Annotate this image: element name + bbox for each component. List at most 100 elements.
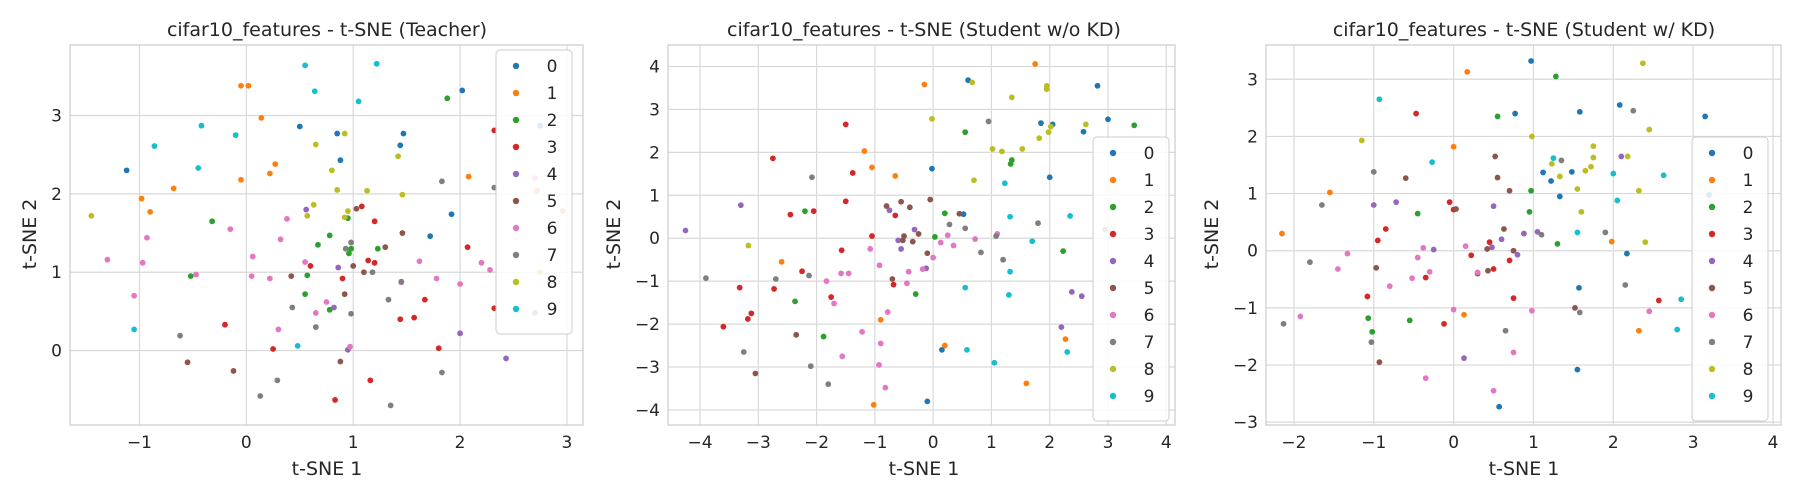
series-6 bbox=[104, 175, 538, 350]
data-point bbox=[778, 258, 785, 265]
legend-label: 9 bbox=[1144, 387, 1155, 407]
legend-marker bbox=[1708, 311, 1716, 319]
data-point bbox=[427, 233, 434, 240]
data-point bbox=[1318, 202, 1325, 208]
data-point bbox=[1496, 403, 1503, 410]
data-point bbox=[889, 276, 896, 282]
data-point bbox=[1590, 143, 1597, 150]
data-point bbox=[503, 355, 509, 362]
legend-label: 5 bbox=[1743, 279, 1754, 299]
data-point bbox=[991, 359, 998, 366]
panel-student-with-kd: cifar10_features - t-SNE (Student w/ KD)… bbox=[1201, 19, 1782, 480]
data-point bbox=[1078, 293, 1085, 300]
data-point bbox=[1548, 160, 1555, 167]
data-point bbox=[1552, 73, 1559, 80]
legend-marker bbox=[1708, 338, 1716, 346]
data-point bbox=[895, 237, 902, 244]
data-point bbox=[901, 233, 907, 239]
data-point bbox=[1576, 284, 1582, 291]
data-point bbox=[258, 114, 265, 121]
data-point bbox=[358, 203, 365, 210]
legend-label: 6 bbox=[1144, 306, 1155, 326]
legend: 0 1 2 3 4 5 6 7 8 9 bbox=[1691, 136, 1769, 422]
legend-marker bbox=[1708, 392, 1716, 400]
series-4 bbox=[682, 202, 1085, 331]
legend-label: 6 bbox=[1743, 306, 1754, 326]
data-point bbox=[890, 281, 897, 288]
series-5 bbox=[1373, 153, 1578, 366]
y-tick-label: 3 bbox=[51, 107, 62, 127]
y-tick-label: 0 bbox=[649, 229, 660, 249]
data-point bbox=[310, 201, 317, 208]
data-point bbox=[397, 316, 404, 323]
data-point bbox=[904, 280, 910, 287]
data-point bbox=[311, 88, 318, 95]
data-point bbox=[248, 273, 255, 280]
data-point bbox=[1279, 230, 1285, 237]
data-point bbox=[371, 218, 378, 225]
series-8 bbox=[1358, 60, 1653, 246]
data-point bbox=[1702, 113, 1709, 120]
legend-marker bbox=[512, 89, 520, 97]
data-point bbox=[927, 196, 934, 203]
legend-marker bbox=[1708, 230, 1716, 238]
y-axis-label: t-SNE 2 bbox=[603, 199, 625, 270]
legend-label: 8 bbox=[547, 273, 558, 293]
data-point bbox=[274, 377, 281, 384]
data-point bbox=[353, 205, 360, 212]
legend-label: 4 bbox=[1743, 252, 1754, 272]
data-point bbox=[1374, 237, 1381, 244]
data-point bbox=[842, 198, 849, 205]
data-point bbox=[1029, 238, 1036, 245]
legend: 0 1 2 3 4 5 6 7 8 9 bbox=[495, 49, 573, 335]
data-point bbox=[1007, 161, 1014, 167]
data-point bbox=[387, 402, 394, 409]
data-point bbox=[1490, 266, 1497, 272]
legend-label: 5 bbox=[1144, 279, 1155, 299]
data-point bbox=[838, 247, 845, 254]
data-point bbox=[849, 170, 856, 176]
data-point bbox=[1450, 306, 1457, 313]
data-point bbox=[139, 259, 146, 266]
data-point bbox=[772, 276, 779, 282]
panel-teacher: cifar10_features - t-SNE (Teacher) t-SNE… bbox=[19, 19, 584, 480]
series-9 bbox=[962, 180, 1074, 366]
data-point bbox=[682, 227, 689, 234]
data-point bbox=[302, 259, 309, 265]
x-tick-label: −1 bbox=[862, 433, 887, 453]
data-point bbox=[1060, 248, 1067, 255]
legend-label: 8 bbox=[1144, 360, 1155, 380]
data-point bbox=[941, 210, 948, 217]
data-point bbox=[1364, 293, 1371, 300]
series-3 bbox=[1364, 110, 1662, 327]
data-point bbox=[1624, 153, 1631, 160]
data-point bbox=[810, 208, 817, 215]
data-point bbox=[227, 226, 234, 233]
data-point bbox=[999, 148, 1005, 155]
legend-label: 9 bbox=[1743, 387, 1754, 407]
data-point bbox=[304, 212, 311, 219]
data-point bbox=[1490, 387, 1497, 394]
y-tick-label: 2 bbox=[51, 185, 62, 205]
data-point bbox=[892, 173, 899, 179]
data-point bbox=[222, 321, 228, 328]
legend-marker bbox=[512, 251, 520, 259]
data-point bbox=[828, 294, 835, 300]
data-point bbox=[1610, 170, 1617, 177]
data-point bbox=[838, 270, 844, 277]
data-point bbox=[1510, 349, 1517, 356]
data-point bbox=[1406, 317, 1413, 324]
legend-label: 3 bbox=[547, 138, 558, 158]
data-point bbox=[744, 316, 751, 322]
data-point bbox=[131, 292, 138, 299]
data-point bbox=[1578, 208, 1585, 215]
legend-label: 2 bbox=[547, 111, 558, 131]
data-point bbox=[1468, 252, 1475, 259]
data-point bbox=[1422, 274, 1429, 281]
y-tick-label: 3 bbox=[649, 100, 660, 120]
data-point bbox=[303, 206, 310, 213]
data-point bbox=[1540, 169, 1546, 176]
data-point bbox=[1035, 220, 1041, 227]
data-point bbox=[971, 177, 977, 184]
data-point bbox=[972, 236, 979, 242]
